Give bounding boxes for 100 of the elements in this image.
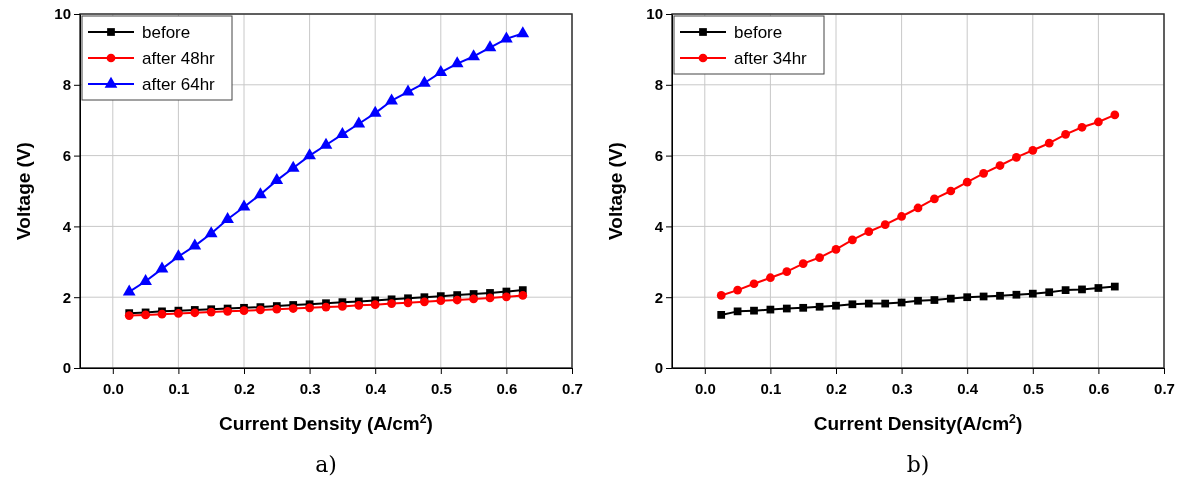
point xyxy=(256,305,265,315)
legend-label: after 48hr xyxy=(142,49,216,68)
point xyxy=(749,279,759,289)
y-tick-label: 8 xyxy=(62,76,71,94)
y-tick-label: 8 xyxy=(654,76,663,94)
point xyxy=(286,160,300,172)
point xyxy=(782,304,791,313)
point xyxy=(500,31,513,43)
point xyxy=(733,307,742,316)
point xyxy=(516,26,530,38)
point xyxy=(880,220,890,229)
point xyxy=(963,293,972,302)
legend-label: before xyxy=(142,23,191,42)
point xyxy=(502,292,511,302)
point xyxy=(962,177,972,187)
point xyxy=(368,105,382,117)
point xyxy=(139,273,152,285)
point xyxy=(483,40,497,52)
point xyxy=(750,306,758,315)
point xyxy=(848,235,857,245)
point xyxy=(288,304,298,313)
point xyxy=(1078,285,1086,294)
x-tick-label: 0.4 xyxy=(365,379,387,397)
point xyxy=(190,308,200,318)
point xyxy=(1110,110,1120,120)
y-tick-label: 2 xyxy=(654,288,663,306)
point xyxy=(815,302,824,311)
point xyxy=(254,187,267,199)
point xyxy=(221,211,234,223)
point xyxy=(798,259,808,268)
x-axis-title: Current Density(A/cm$^{2}$) xyxy=(813,412,1023,434)
x-tick-label: 0.5 xyxy=(430,379,452,397)
legend-label: after 34hr xyxy=(734,49,808,68)
y-tick-label: 6 xyxy=(654,146,663,164)
y-tick-label: 4 xyxy=(654,217,664,235)
point xyxy=(272,304,282,314)
point xyxy=(1012,153,1021,162)
point xyxy=(401,84,415,96)
point xyxy=(946,186,956,196)
point xyxy=(270,173,284,185)
point xyxy=(467,49,480,61)
point xyxy=(485,293,495,303)
point xyxy=(913,203,923,213)
point xyxy=(995,161,1005,170)
point xyxy=(930,194,939,204)
point xyxy=(336,127,349,139)
point xyxy=(996,291,1004,300)
point xyxy=(864,299,873,308)
y-tick-label: 0 xyxy=(62,359,71,377)
y-tick-label: 6 xyxy=(62,146,71,164)
point xyxy=(418,75,431,87)
point xyxy=(831,245,841,254)
x-tick-label: 0.0 xyxy=(102,379,124,397)
point xyxy=(1094,284,1103,292)
point xyxy=(1012,290,1021,299)
legend-label: after 64hr xyxy=(142,75,216,94)
x-tick-label: 0.7 xyxy=(1154,379,1175,397)
x-tick-label: 0.4 xyxy=(957,379,979,397)
point xyxy=(897,212,906,221)
point xyxy=(848,300,857,309)
y-axis-title: Voltage (V) xyxy=(13,142,34,240)
point xyxy=(1045,288,1054,297)
point xyxy=(237,199,251,211)
x-tick-label: 0.3 xyxy=(299,379,321,397)
x-tick-label: 0.2 xyxy=(826,379,847,397)
point xyxy=(799,303,808,312)
point xyxy=(352,116,366,128)
y-tick-label: 4 xyxy=(62,217,72,235)
point xyxy=(1094,117,1103,127)
point xyxy=(354,300,364,310)
point xyxy=(469,294,478,304)
point xyxy=(319,137,333,149)
point xyxy=(305,303,314,313)
point xyxy=(946,294,955,303)
text: b) xyxy=(906,452,930,477)
point xyxy=(1077,122,1087,132)
x-tick-label: 0.6 xyxy=(1088,379,1110,397)
point xyxy=(815,253,824,262)
point xyxy=(766,273,775,283)
point xyxy=(881,299,890,308)
x-tick-label: 0.6 xyxy=(496,379,518,397)
y-tick-label: 2 xyxy=(62,288,71,306)
point xyxy=(436,296,446,306)
point xyxy=(1110,282,1119,291)
y-axis-title: Voltage (V) xyxy=(605,142,626,240)
x-tick-label: 0.2 xyxy=(234,379,255,397)
legend-label: before xyxy=(734,23,783,42)
point xyxy=(832,301,840,310)
point xyxy=(303,148,316,160)
point xyxy=(452,295,462,305)
point xyxy=(979,168,988,178)
point xyxy=(204,226,218,238)
point xyxy=(733,285,742,295)
point xyxy=(321,302,331,312)
point xyxy=(239,306,249,316)
point xyxy=(1028,289,1037,298)
y-tick-label: 10 xyxy=(54,5,71,23)
x-tick-label: 0.7 xyxy=(562,379,583,397)
point xyxy=(518,291,528,300)
point xyxy=(914,296,922,305)
